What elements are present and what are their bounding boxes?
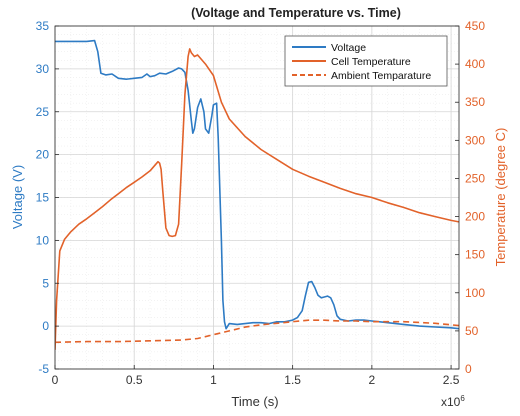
y-left-tick-label: 20: [36, 148, 50, 162]
y-left-axis-label: Voltage (V): [10, 165, 25, 229]
y-right-tick-label: 200: [465, 210, 485, 224]
y-right-tick-label: 450: [465, 19, 485, 33]
y-left-tick-label: 10: [36, 233, 50, 247]
series-line-cell-temperature: [55, 48, 459, 350]
series-layer: [55, 39, 459, 350]
x-tick-label: 2: [369, 373, 376, 387]
series-line-voltage: [55, 39, 459, 330]
y-right-tick-label: 150: [465, 248, 485, 262]
x-tick-label: 0.5: [126, 373, 143, 387]
y-right-tick-label: 350: [465, 95, 485, 109]
legend-label-ambient-temperature: Ambient Temparature: [331, 70, 431, 82]
x-axis-label: Time (s): [231, 394, 278, 409]
ticks-layer: 0 0.5 1 1.5 2 2.5-505101520253035050100150200…: [36, 19, 486, 387]
y-right-tick-label: 400: [465, 57, 485, 71]
y-right-tick-label: 100: [465, 286, 485, 300]
y-right-tick-label: 50: [465, 324, 479, 338]
y-left-tick-label: 25: [36, 105, 50, 119]
legend-label-voltage: Voltage: [331, 42, 366, 54]
y-left-tick-label: -5: [38, 362, 49, 376]
y-left-tick-label: 30: [36, 62, 50, 76]
y-left-tick-label: 15: [36, 191, 50, 205]
y-right-tick-label: 300: [465, 133, 485, 147]
x-exponent-label: x106: [441, 394, 465, 409]
legend: Voltage Cell Temperature Ambient Tempara…: [284, 35, 448, 87]
legend-label-cell-temperature: Cell Temperature: [331, 56, 411, 68]
y-left-tick-label: 35: [36, 19, 50, 33]
x-tick-label: 1.5: [284, 373, 301, 387]
x-tick-label: 1: [210, 373, 217, 387]
series-line-ambient-temparature: [55, 319, 459, 344]
y-left-tick-label: 0: [42, 319, 49, 333]
x-tick-label: 0: [52, 373, 59, 387]
x-tick-label: 2.5: [443, 373, 460, 387]
y-right-tick-label: 0: [465, 362, 472, 376]
y-right-tick-label: 250: [465, 171, 485, 185]
chart-title: (Voltage and Temperature vs. Time): [191, 6, 401, 20]
y-right-axis-label: Temperature (degree C): [493, 128, 508, 267]
y-left-tick-label: 5: [42, 276, 49, 290]
